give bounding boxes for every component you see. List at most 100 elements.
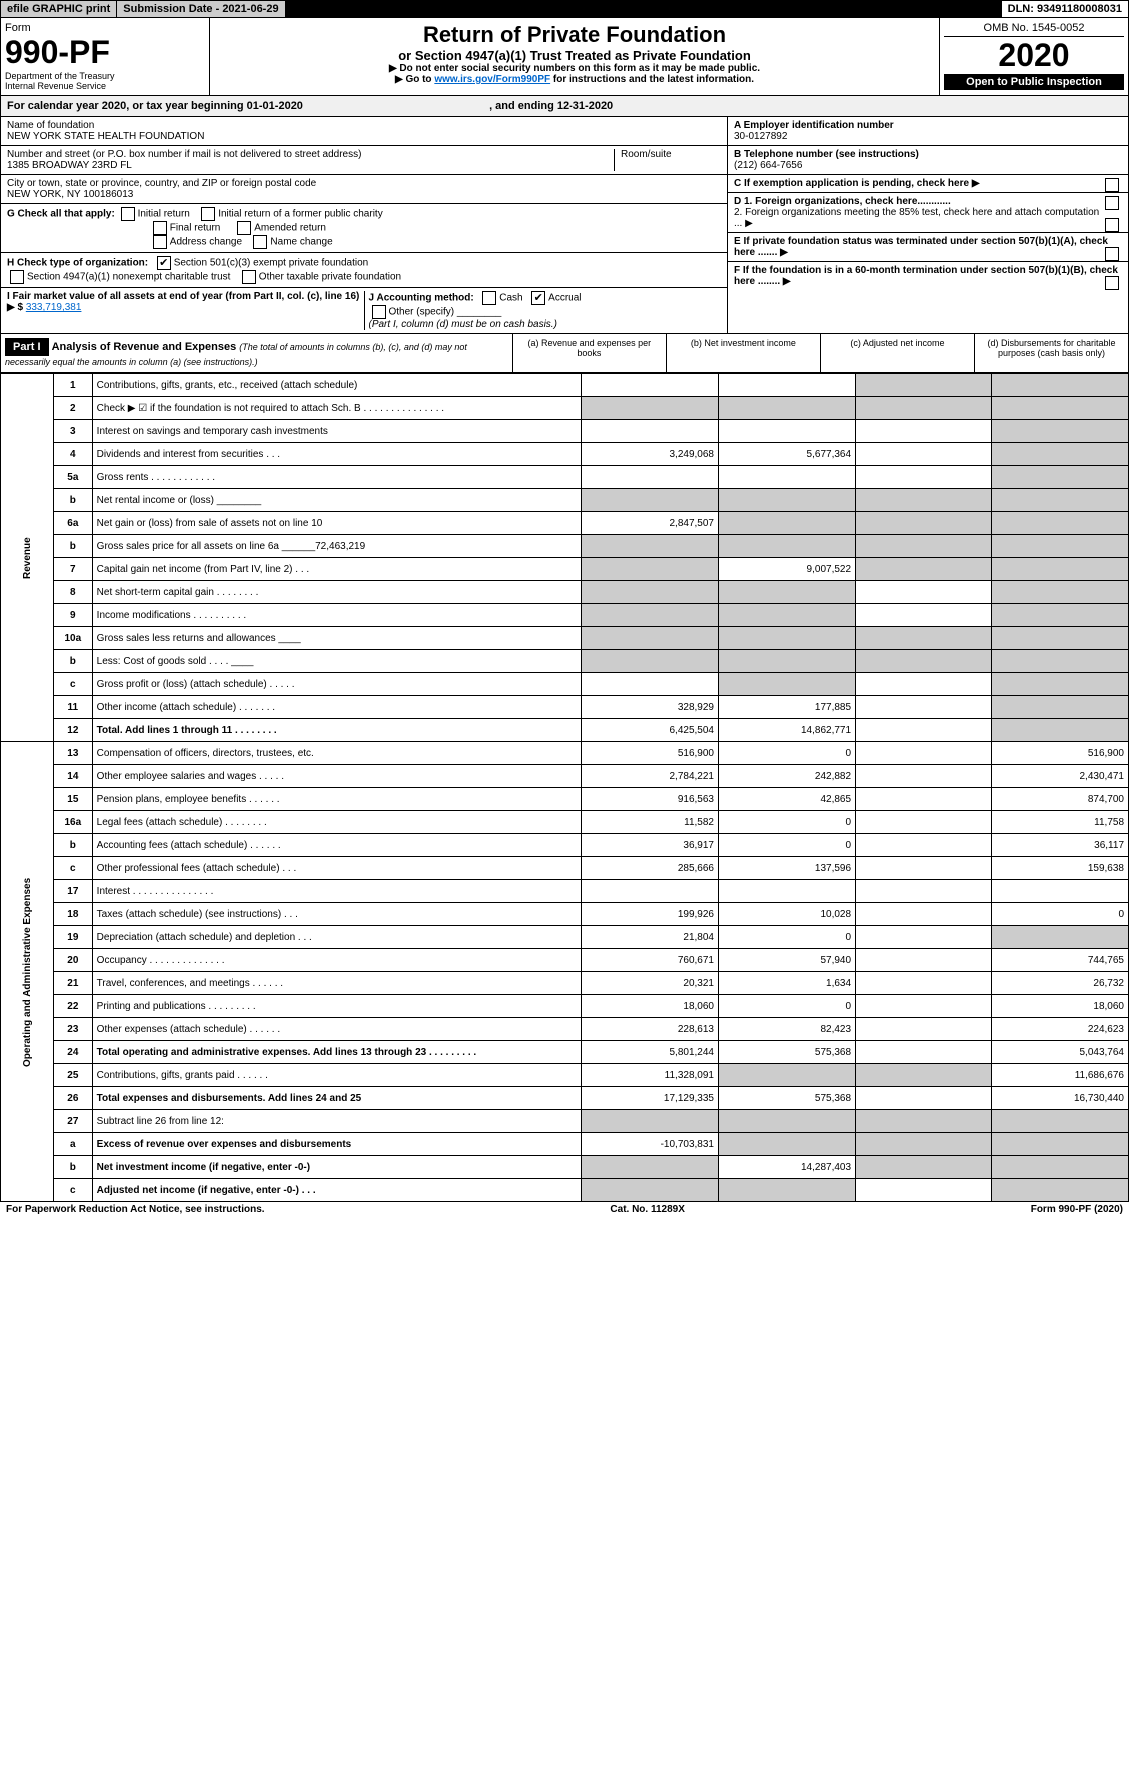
acct-accrual: Accrual	[548, 293, 581, 304]
tax-year: 2020	[944, 37, 1124, 74]
check-g-row: G Check all that apply: Initial return I…	[1, 204, 727, 253]
line-description: Excess of revenue over expenses and disb…	[92, 1133, 581, 1156]
checkbox-accrual[interactable]: ✔	[531, 291, 545, 305]
line-description: Contributions, gifts, grants paid . . . …	[92, 1064, 581, 1087]
cell-a: 916,563	[581, 788, 718, 811]
checkbox-cash[interactable]	[482, 291, 496, 305]
line-description: Income modifications . . . . . . . . . .	[92, 604, 581, 627]
checkbox-other-acct[interactable]	[372, 305, 386, 319]
cell-c	[856, 374, 992, 397]
checkbox-4947[interactable]	[10, 270, 24, 284]
checkbox-501c3[interactable]: ✔	[157, 256, 171, 270]
checkbox-address[interactable]	[153, 235, 167, 249]
line-description: Net short-term capital gain . . . . . . …	[92, 581, 581, 604]
col-d-header: (d) Disbursements for charitable purpose…	[974, 334, 1128, 372]
checkbox-f[interactable]	[1105, 276, 1119, 290]
g-opt-4: Address change	[170, 237, 242, 248]
form-label: Form	[5, 22, 205, 34]
cell-d	[991, 1179, 1128, 1202]
cell-c	[856, 650, 992, 673]
cell-d	[991, 696, 1128, 719]
cell-b: 9,007,522	[718, 558, 855, 581]
cell-c	[856, 765, 992, 788]
fmv-value[interactable]: 333,719,381	[26, 302, 82, 313]
checkbox-d1[interactable]	[1105, 196, 1119, 210]
cell-a: 11,328,091	[581, 1064, 718, 1087]
cell-b: 575,368	[718, 1087, 855, 1110]
cell-d	[991, 581, 1128, 604]
cell-a	[581, 1179, 718, 1202]
table-row: 17Interest . . . . . . . . . . . . . . .	[1, 880, 1129, 903]
checkbox-initial[interactable]	[121, 207, 135, 221]
line-number: 22	[54, 995, 93, 1018]
cell-c	[856, 1018, 992, 1041]
table-row: 6aNet gain or (loss) from sale of assets…	[1, 512, 1129, 535]
e-cell: E If private foundation status was termi…	[728, 233, 1128, 262]
line-number: 16a	[54, 811, 93, 834]
revenue-section-label: Revenue	[1, 374, 54, 742]
cell-a: 6,425,504	[581, 719, 718, 742]
info-right: A Employer identification number 30-0127…	[727, 117, 1128, 333]
table-row: 9Income modifications . . . . . . . . . …	[1, 604, 1129, 627]
cell-a: 199,926	[581, 903, 718, 926]
top-bar-spacer	[286, 1, 1002, 17]
top-bar: efile GRAPHIC print Submission Date - 20…	[0, 0, 1129, 18]
footer-center: Cat. No. 11289X	[610, 1204, 684, 1215]
checkbox-c[interactable]	[1105, 178, 1119, 192]
cell-c	[856, 949, 992, 972]
checkbox-e[interactable]	[1105, 247, 1119, 261]
cell-d	[991, 466, 1128, 489]
table-row: bNet rental income or (loss) ________	[1, 489, 1129, 512]
cell-d	[991, 443, 1128, 466]
cell-a: -10,703,831	[581, 1133, 718, 1156]
table-row: 24Total operating and administrative exp…	[1, 1041, 1129, 1064]
header-center: Return of Private Foundation or Section …	[210, 18, 939, 95]
cell-c	[856, 903, 992, 926]
line-number: b	[54, 535, 93, 558]
cell-c	[856, 719, 992, 742]
open-public-label: Open to Public Inspection	[944, 74, 1124, 90]
cell-c	[856, 673, 992, 696]
foundation-name-cell: Name of foundation NEW YORK STATE HEALTH…	[1, 117, 727, 146]
cell-d: 0	[991, 903, 1128, 926]
cell-d: 159,638	[991, 857, 1128, 880]
cell-a	[581, 673, 718, 696]
checkbox-name[interactable]	[253, 235, 267, 249]
checkbox-other-tax[interactable]	[242, 270, 256, 284]
form-link[interactable]: www.irs.gov/Form990PF	[434, 74, 550, 85]
table-row: 14Other employee salaries and wages . . …	[1, 765, 1129, 788]
checkbox-initial-former[interactable]	[201, 207, 215, 221]
g-opt-1: Initial return of a former public charit…	[218, 209, 383, 220]
table-row: 3Interest on savings and temporary cash …	[1, 420, 1129, 443]
line-description: Taxes (attach schedule) (see instruction…	[92, 903, 581, 926]
cell-d	[991, 489, 1128, 512]
cell-d	[991, 604, 1128, 627]
phone-value: (212) 664-7656	[734, 160, 1122, 171]
cell-a: 5,801,244	[581, 1041, 718, 1064]
table-row: 8Net short-term capital gain . . . . . .…	[1, 581, 1129, 604]
cell-a: 328,929	[581, 696, 718, 719]
line-number: 8	[54, 581, 93, 604]
cell-b: 14,862,771	[718, 719, 855, 742]
line-number: 3	[54, 420, 93, 443]
table-row: 10aGross sales less returns and allowanc…	[1, 627, 1129, 650]
line-description: Check ▶ ☑ if the foundation is not requi…	[92, 397, 581, 420]
cell-c	[856, 995, 992, 1018]
cell-d: 26,732	[991, 972, 1128, 995]
cell-c	[856, 489, 992, 512]
checkbox-final[interactable]	[153, 221, 167, 235]
line-description: Total expenses and disbursements. Add li…	[92, 1087, 581, 1110]
col-a-header: (a) Revenue and expenses per books	[512, 334, 666, 372]
table-row: 27Subtract line 26 from line 12:	[1, 1110, 1129, 1133]
cell-d	[991, 673, 1128, 696]
cell-d	[991, 374, 1128, 397]
checkbox-amended[interactable]	[237, 221, 251, 235]
room-label: Room/suite	[615, 149, 721, 171]
calendar-year-row: For calendar year 2020, or tax year begi…	[0, 96, 1129, 117]
table-row: 21Travel, conferences, and meetings . . …	[1, 972, 1129, 995]
line-description: Net gain or (loss) from sale of assets n…	[92, 512, 581, 535]
line-description: Total operating and administrative expen…	[92, 1041, 581, 1064]
checkbox-d2[interactable]	[1105, 218, 1119, 232]
cell-d	[991, 535, 1128, 558]
table-row: cAdjusted net income (if negative, enter…	[1, 1179, 1129, 1202]
